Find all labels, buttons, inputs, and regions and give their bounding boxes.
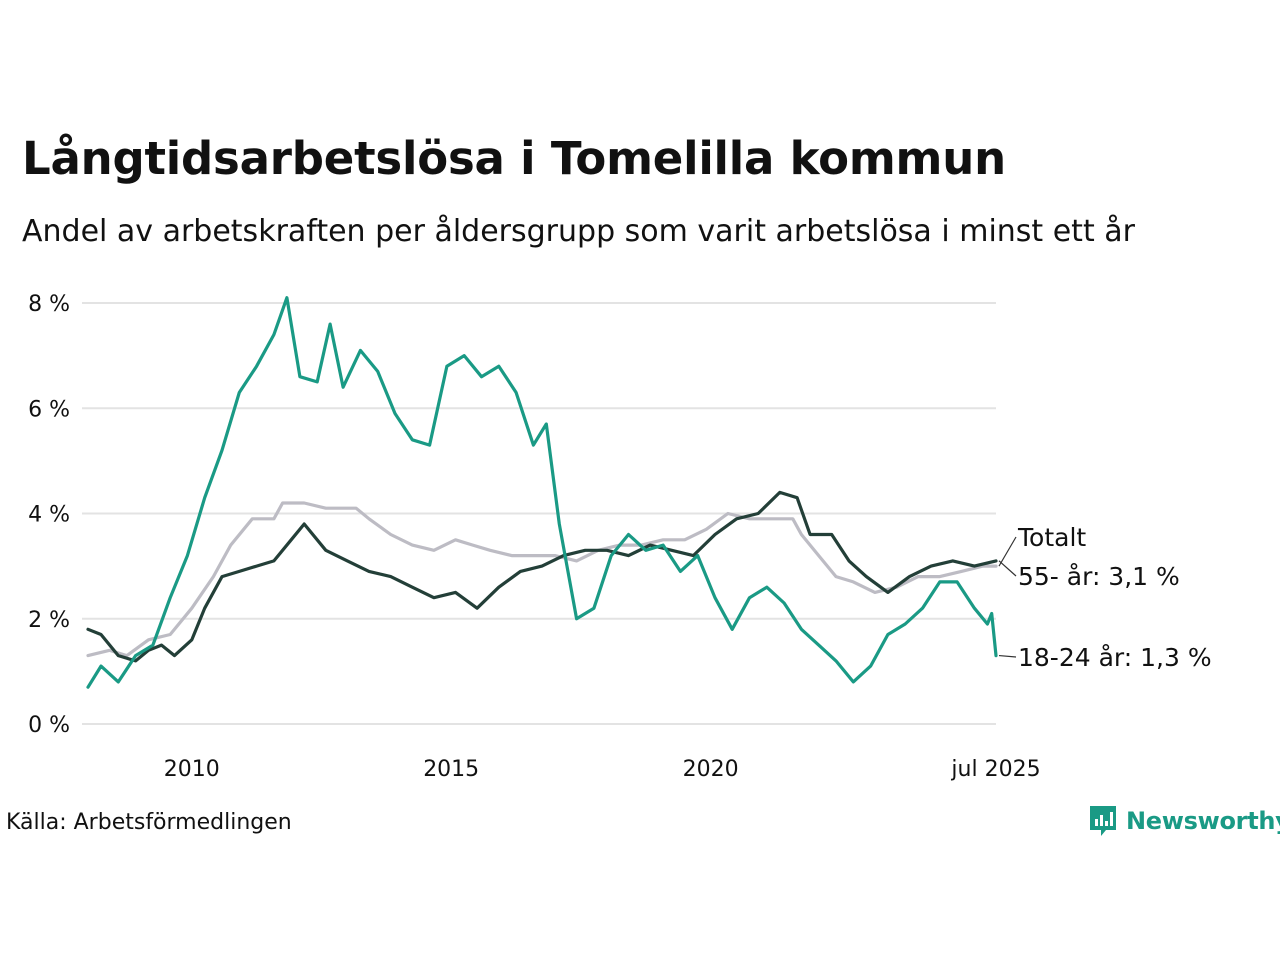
newsworthy-logo-icon <box>1090 806 1116 836</box>
chart-title: Långtidsarbetslösa i Tomelilla kommun <box>22 132 1006 185</box>
label-leader-line <box>998 536 1017 567</box>
x-tick-label: 2010 <box>164 757 220 782</box>
x-tick-label: 2015 <box>423 757 479 782</box>
series-line-55-r <box>86 490 998 663</box>
y-tick-label: 0 % <box>28 713 70 738</box>
series-end-label: 55- år: 3,1 % <box>1018 562 1180 591</box>
series-end-label: 18-24 år: 1,3 % <box>1018 643 1212 672</box>
newsworthy-logo: Newsworthy <box>1088 803 1280 839</box>
y-tick-label: 2 % <box>28 608 70 633</box>
y-tick-label: 6 % <box>28 397 70 422</box>
gridlines <box>82 302 996 725</box>
label-leader-line <box>998 654 1017 658</box>
series-lines <box>86 296 998 689</box>
y-tick-label: 4 % <box>28 503 70 528</box>
chart-subtitle: Andel av arbetskraften per åldersgrupp s… <box>22 214 1135 249</box>
y-tick-label: 8 % <box>28 292 70 317</box>
series-end-labels: Totalt 55- år: 3,1 % 18-24 år: 1,3 % <box>998 523 1212 672</box>
series-line-totalt <box>86 501 998 658</box>
label-leader-line <box>998 560 1017 577</box>
series-end-label: Totalt <box>1017 523 1086 552</box>
x-axis-tick-labels: 2010 2015 2020 jul 2025 <box>164 757 1041 782</box>
newsworthy-logo-text: Newsworthy <box>1126 807 1280 835</box>
x-tick-label: jul 2025 <box>950 757 1040 782</box>
series-line-18-24-r <box>86 296 998 689</box>
source-note: Källa: Arbetsförmedlingen <box>6 810 292 835</box>
x-tick-label: 2020 <box>683 757 739 782</box>
y-axis-tick-labels: 0 % 2 % 4 % 6 % 8 % <box>28 292 70 738</box>
